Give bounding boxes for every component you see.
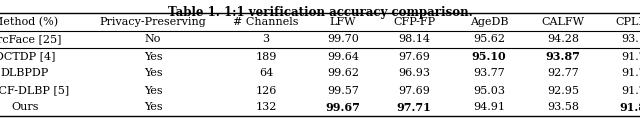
Text: 64: 64 <box>259 69 273 78</box>
Text: 99.67: 99.67 <box>326 102 360 113</box>
Text: 99.70: 99.70 <box>327 34 359 45</box>
Text: DCTDP [4]: DCTDP [4] <box>0 52 55 62</box>
Text: 189: 189 <box>255 52 276 62</box>
Text: 99.64: 99.64 <box>327 52 359 62</box>
Text: 91.70: 91.70 <box>621 85 640 95</box>
Text: Yes: Yes <box>144 102 163 113</box>
Text: Yes: Yes <box>144 85 163 95</box>
Text: 96.93: 96.93 <box>398 69 430 78</box>
Text: Yes: Yes <box>144 52 163 62</box>
Text: Yes: Yes <box>144 69 163 78</box>
Text: CPLFW: CPLFW <box>616 17 640 27</box>
Text: ArcFace [25]: ArcFace [25] <box>0 34 61 45</box>
Text: 98.14: 98.14 <box>398 34 430 45</box>
Text: 3: 3 <box>262 34 269 45</box>
Text: 97.71: 97.71 <box>397 102 431 113</box>
Text: CFP-FP: CFP-FP <box>393 17 435 27</box>
Text: 95.10: 95.10 <box>472 51 506 62</box>
Text: 99.57: 99.57 <box>327 85 359 95</box>
Text: 95.03: 95.03 <box>473 85 505 95</box>
Text: 132: 132 <box>255 102 276 113</box>
Text: LFW: LFW <box>330 17 356 27</box>
Text: 92.95: 92.95 <box>547 85 579 95</box>
Text: 91.78: 91.78 <box>621 69 640 78</box>
Text: AgeDB: AgeDB <box>470 17 508 27</box>
Text: Table 1. 1:1 verification accuracy comparison.: Table 1. 1:1 verification accuracy compa… <box>168 6 472 19</box>
Text: # Channels: # Channels <box>233 17 299 27</box>
Text: DLBPDP: DLBPDP <box>1 69 49 78</box>
Text: 93.77: 93.77 <box>473 69 505 78</box>
Text: 99.62: 99.62 <box>327 69 359 78</box>
Text: 93.10: 93.10 <box>621 34 640 45</box>
Text: 97.69: 97.69 <box>398 52 430 62</box>
Text: 91.77: 91.77 <box>621 52 640 62</box>
Text: HFCF-DLBP [5]: HFCF-DLBP [5] <box>0 85 69 95</box>
Text: Privacy-Preserving: Privacy-Preserving <box>100 17 206 27</box>
Text: Ours: Ours <box>12 102 39 113</box>
Text: No: No <box>145 34 161 45</box>
Text: 92.77: 92.77 <box>547 69 579 78</box>
Text: Method (%): Method (%) <box>0 17 58 27</box>
Text: 97.69: 97.69 <box>398 85 430 95</box>
Text: 94.91: 94.91 <box>473 102 505 113</box>
Text: 93.87: 93.87 <box>545 51 580 62</box>
Text: CALFW: CALFW <box>541 17 584 27</box>
Text: 93.58: 93.58 <box>547 102 579 113</box>
Text: 91.80: 91.80 <box>620 102 640 113</box>
Text: 95.62: 95.62 <box>473 34 505 45</box>
Text: 94.28: 94.28 <box>547 34 579 45</box>
Text: 126: 126 <box>255 85 276 95</box>
